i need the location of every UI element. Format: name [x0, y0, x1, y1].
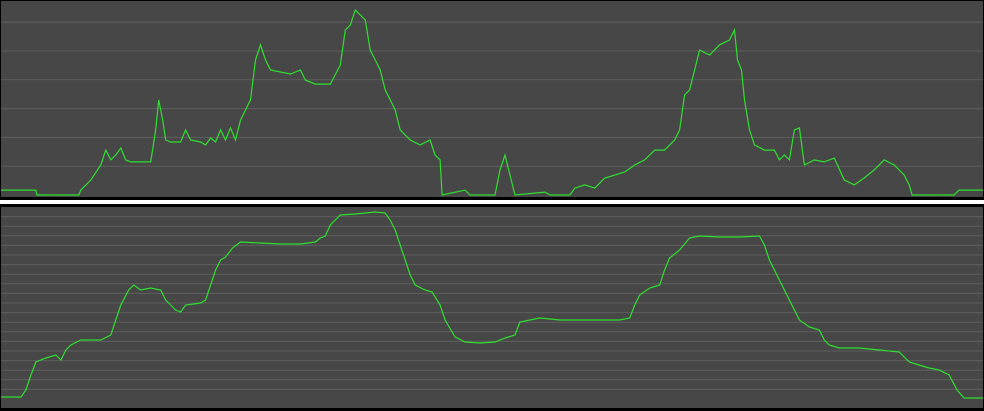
top-panel	[1, 1, 983, 197]
bottom-panel	[1, 207, 983, 408]
separator	[0, 200, 984, 204]
data-line	[1, 211, 983, 399]
data-line	[1, 9, 983, 196]
